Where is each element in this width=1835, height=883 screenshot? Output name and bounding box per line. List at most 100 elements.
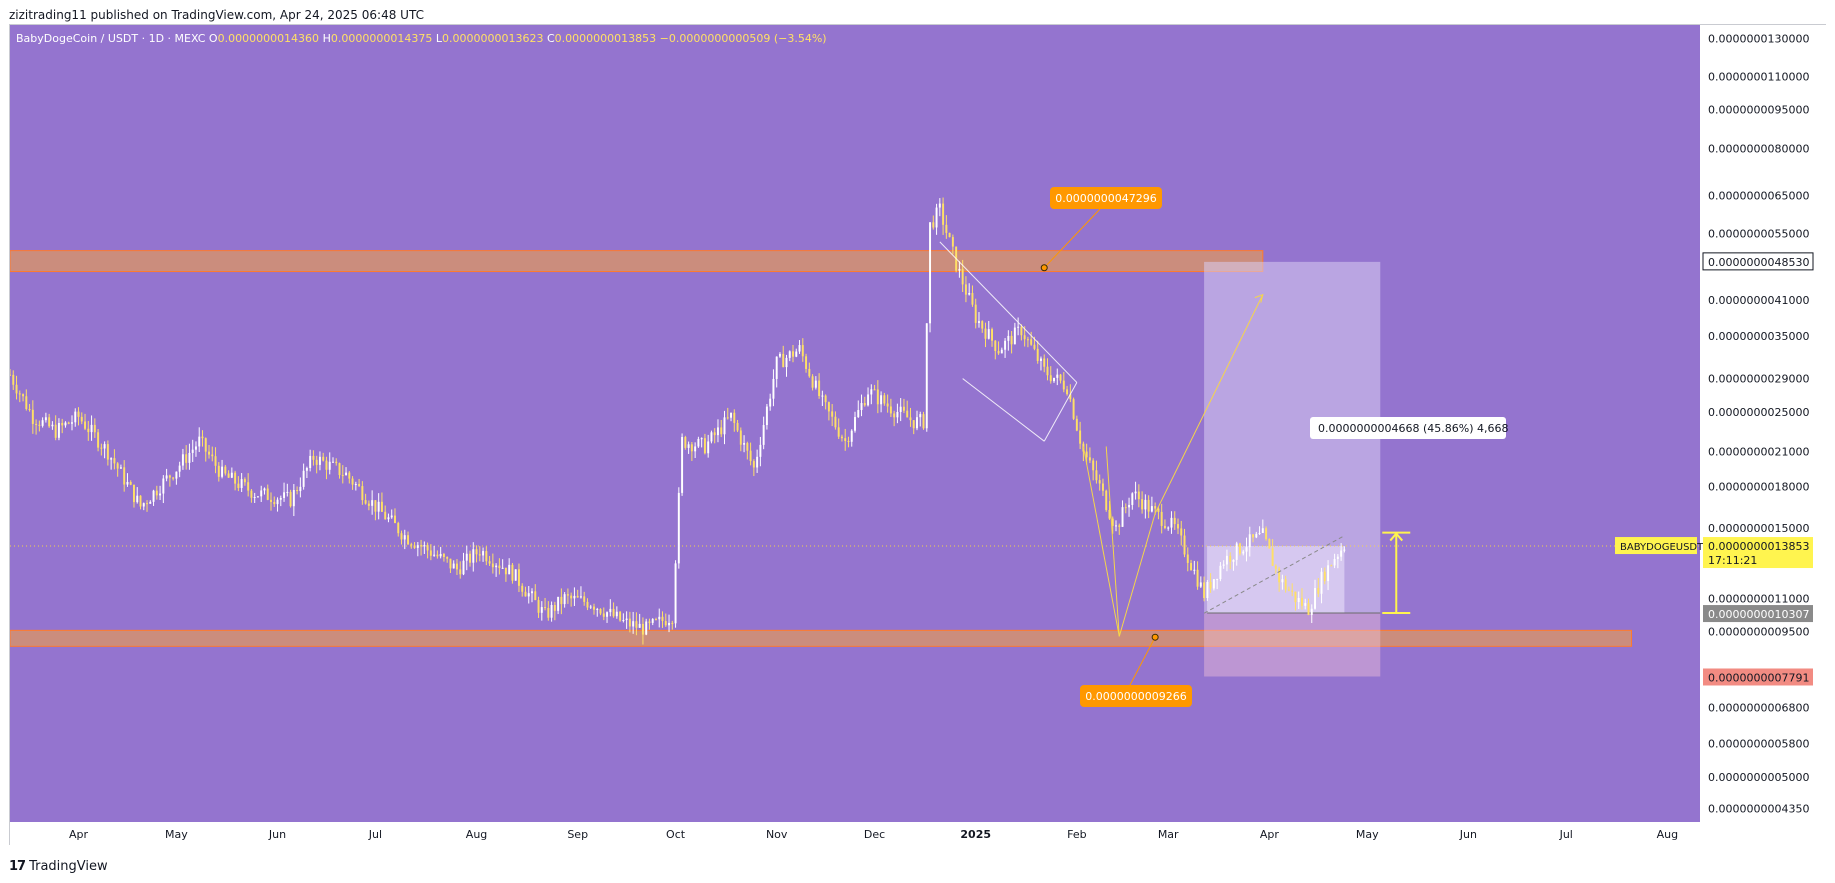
candle-body	[1160, 511, 1163, 526]
candle-body	[964, 284, 967, 295]
footer-brand[interactable]: TradingView	[29, 858, 108, 874]
candle-body	[798, 345, 801, 352]
y-tick-label: 0.0000000018000	[1708, 481, 1809, 494]
candle-body	[48, 417, 51, 427]
lower-price-label-anchor	[1151, 633, 1159, 641]
candle-body	[1167, 527, 1170, 529]
candle-body	[446, 556, 449, 559]
x-tick-label: Aug	[466, 828, 487, 841]
candle-body	[730, 412, 733, 418]
close-label: C	[547, 32, 555, 45]
candle-body	[1069, 394, 1072, 400]
lower-price-label-connector	[1129, 636, 1156, 686]
candle-body	[883, 395, 886, 404]
price-chart[interactable]: 0.0000000004668 (45.86%) 4,668 0.00000000…	[10, 25, 1827, 846]
y-tick-label: 0.0000000004350	[1708, 803, 1809, 816]
candle-body	[677, 492, 680, 564]
candle-body	[472, 549, 475, 563]
candle-body	[902, 406, 905, 411]
candle-body	[51, 424, 54, 427]
candle-body	[341, 475, 344, 477]
candle-body	[57, 422, 60, 438]
candle-body	[531, 591, 533, 594]
publisher-line: zizitrading11 published on TradingView.c…	[9, 8, 424, 22]
candle-body	[1010, 335, 1013, 345]
position-stop-area	[1204, 613, 1381, 677]
candle-body	[302, 470, 305, 487]
candle-body	[1092, 460, 1095, 471]
candle-body	[834, 416, 837, 428]
candle-body	[1258, 533, 1261, 535]
candle-body	[876, 389, 879, 405]
candle-body	[860, 403, 863, 411]
candle-body	[12, 374, 15, 385]
pattern-line	[962, 378, 1045, 442]
candle-body	[478, 554, 481, 556]
candle-body	[159, 493, 162, 496]
candle-body	[863, 403, 866, 406]
change-value: −0.0000000000509 (−3.54%)	[660, 32, 827, 45]
candle-body	[224, 466, 227, 474]
candle-body	[1134, 491, 1137, 494]
candle-body	[420, 545, 423, 547]
candle-body	[1307, 603, 1310, 615]
candle-body	[831, 411, 834, 417]
candle-body	[1170, 517, 1173, 528]
candle-body	[1079, 430, 1082, 444]
candle-body	[583, 596, 586, 602]
candle-body	[338, 463, 341, 476]
candle-body	[958, 268, 961, 271]
candle-body	[1310, 608, 1313, 615]
candle-body	[188, 452, 191, 463]
candle-body	[374, 500, 377, 512]
candle-body	[547, 607, 550, 618]
candle-body	[824, 395, 827, 403]
candle-body	[80, 416, 83, 422]
candle-body	[534, 591, 537, 601]
x-tick-label: Jun	[1459, 828, 1477, 841]
candle-body	[129, 481, 132, 485]
candle-body	[501, 567, 504, 569]
candle-body	[1330, 565, 1333, 567]
candle-body	[93, 424, 96, 433]
pattern-line	[1154, 294, 1264, 514]
candle-body	[361, 486, 364, 501]
candle-body	[335, 461, 338, 464]
candle-body	[1271, 548, 1274, 566]
candle-body	[178, 465, 181, 472]
chart-panel[interactable]: 0.0000000004668 (45.86%) 4,668 0.00000000…	[9, 24, 1827, 846]
target-price-tag	[1702, 252, 1814, 271]
candle-body	[1300, 597, 1303, 606]
candle-body	[1219, 565, 1222, 580]
candle-body	[475, 549, 478, 555]
candle-body	[1163, 525, 1166, 529]
candle-body	[413, 545, 416, 548]
y-tick-label: 0.0000000025000	[1708, 406, 1809, 419]
measure-label: 0.0000000004668 (45.86%) 4,668	[1318, 422, 1509, 435]
candle-body	[1248, 534, 1251, 548]
candle-body	[997, 350, 1000, 354]
x-tick-label: Feb	[1067, 828, 1086, 841]
high-label: H	[323, 32, 331, 45]
candle-body	[645, 621, 648, 635]
candle-body	[1242, 551, 1245, 554]
candle-body	[279, 497, 282, 500]
candle-body	[1105, 490, 1108, 510]
x-tick-label: Sep	[567, 828, 588, 841]
candle-body	[837, 427, 840, 437]
candle-body	[935, 207, 938, 228]
candle-body	[1320, 571, 1323, 594]
candle-body	[716, 427, 719, 436]
last-price-tag	[1703, 537, 1813, 569]
candle-body	[263, 488, 266, 491]
last-price-label: 0.0000000013853	[1708, 540, 1809, 553]
candle-body	[1124, 507, 1127, 509]
candle-body	[1190, 562, 1193, 571]
candle-body	[292, 490, 295, 507]
x-tick-label: 2025	[960, 828, 991, 841]
candle-body	[1222, 564, 1225, 566]
stop-price-label: 0.0000000007791	[1708, 671, 1809, 684]
candle-body	[854, 417, 856, 431]
candle-body	[1157, 508, 1160, 512]
candle-body	[351, 478, 354, 485]
